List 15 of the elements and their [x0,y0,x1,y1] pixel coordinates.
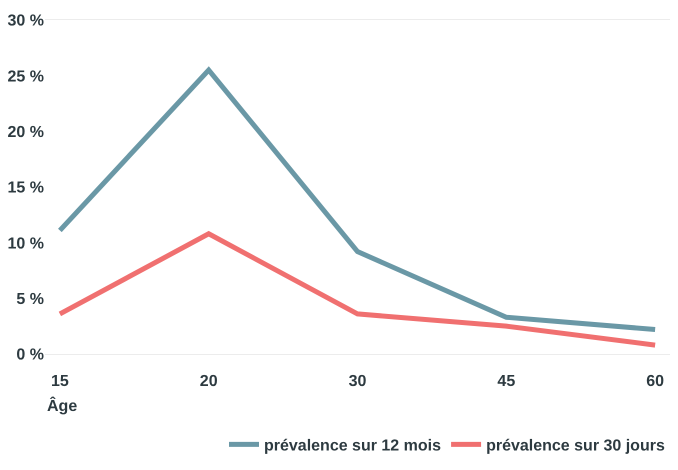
y-tick-label: 30 % [8,12,44,30]
x-tick-label: 30 [348,373,366,390]
x-tick-label: 45 [497,373,516,390]
x-axis-title: Âge [47,396,78,415]
legend-label: prévalence sur 12 mois [264,438,442,455]
x-tick-label: 15 [50,373,69,390]
y-tick-label: 15 % [8,180,44,197]
y-tick-label: 5 % [16,290,44,308]
legend-label: prévalence sur 30 jours [486,438,665,455]
y-tick-label: 0 % [16,346,44,364]
y-tick-label: 25 % [8,68,44,86]
y-tick-label: 20 % [8,124,44,141]
x-tick-label: 60 [646,373,664,390]
x-tick-label: 20 [200,373,218,390]
y-tick-label: 10 % [8,235,44,252]
